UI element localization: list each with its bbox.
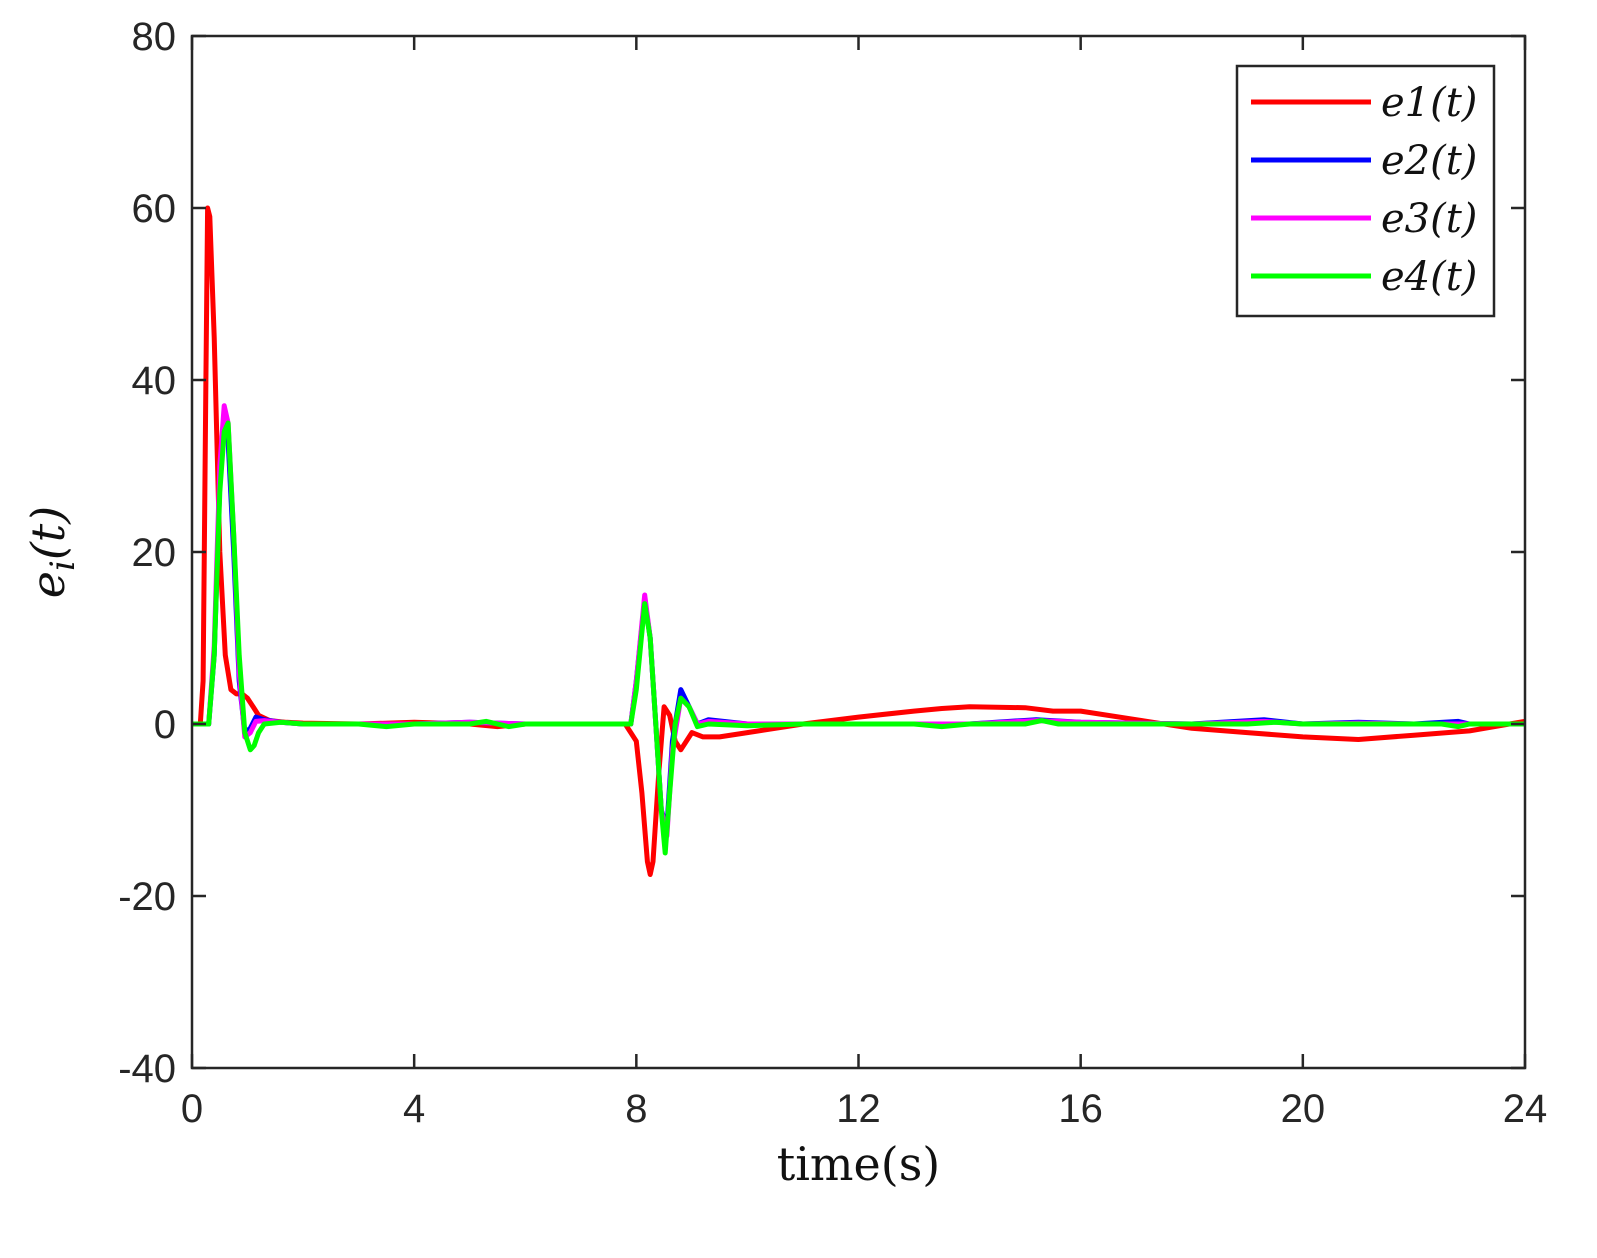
y-tick-label-1: -20 [118,875,176,919]
x-tick-label-3: 12 [836,1087,881,1131]
y-tick-label-0: -40 [118,1047,176,1091]
series-line-e1 [192,205,1525,877]
x-axis-title: time(s) [777,1137,941,1191]
svg-text:ei(t): ei(t) [21,506,83,599]
legend-label-e3: e3(t) [1381,196,1477,242]
legend-label-e4: e4(t) [1381,254,1477,300]
y-axis-title-subscript: i [43,560,83,571]
y-tick-label-4: 40 [132,359,177,403]
series-layer [192,205,1525,877]
series-line-e4 [192,420,1525,856]
x-tick-label-2: 8 [625,1087,647,1131]
y-axis-title-argument: (t) [21,506,75,560]
legend-label-e1: e1(t) [1381,80,1477,126]
y-tick-label-2: 0 [154,703,176,747]
x-tick-label-0: 0 [181,1087,203,1131]
ticks-layer [190,34,1527,1070]
y-axis-title: ei(t) [21,506,83,599]
x-tick-label-5: 20 [1281,1087,1326,1131]
y-tick-label-5: 60 [132,187,177,231]
y-axis-title-base: e [21,571,75,598]
x-tick-label-6: 24 [1503,1087,1548,1131]
legend-items: e1(t) e2(t) e3(t) e4(t) [1251,80,1477,300]
x-tick-label-1: 4 [403,1087,425,1131]
tick-labels: 0 4 8 12 16 20 24 -40 -20 0 20 40 60 80 [118,15,1547,1131]
legend: e1(t) e2(t) e3(t) e4(t) [1235,64,1496,318]
x-tick-label-4: 16 [1058,1087,1103,1131]
legend-label-e2: e2(t) [1381,138,1477,184]
y-tick-label-6: 80 [132,15,177,59]
y-tick-label-3: 20 [132,531,177,575]
